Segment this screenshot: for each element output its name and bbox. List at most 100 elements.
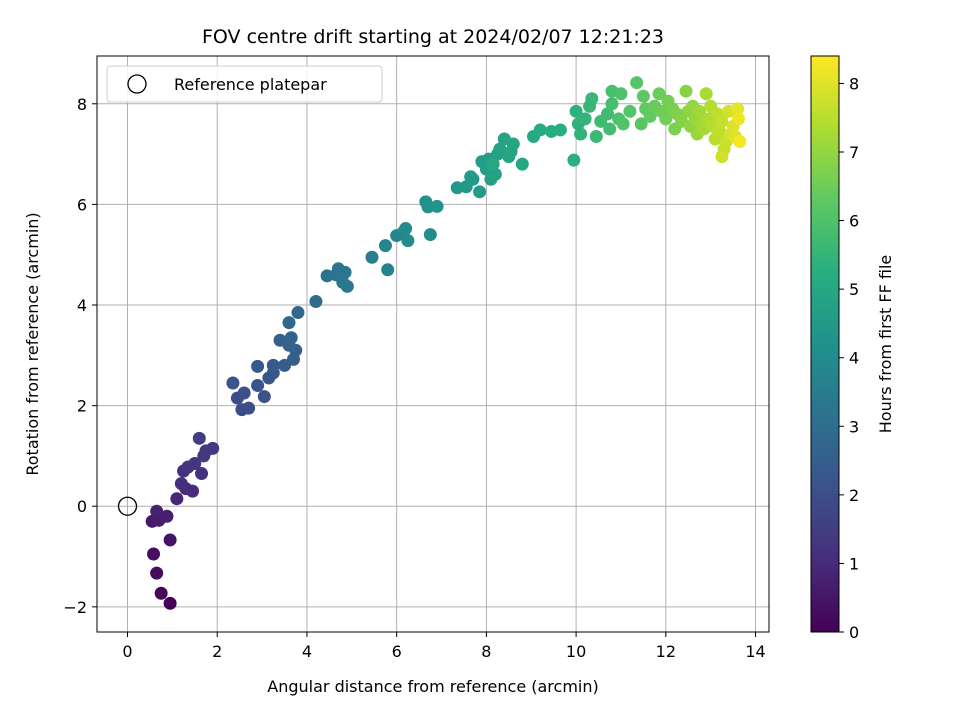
colorbar-tick-label: 0 bbox=[849, 623, 859, 642]
colorbar-tick-label: 2 bbox=[849, 486, 859, 505]
x-tick-label: 6 bbox=[392, 642, 402, 661]
data-point bbox=[464, 170, 478, 184]
x-tick-label: 2 bbox=[212, 642, 222, 661]
y-tick-label: 4 bbox=[77, 296, 87, 315]
data-point bbox=[533, 123, 547, 137]
data-point bbox=[257, 390, 271, 404]
data-point bbox=[614, 87, 628, 101]
x-tick-label: 10 bbox=[566, 642, 586, 661]
data-point bbox=[731, 112, 745, 126]
colorbar-tick-label: 3 bbox=[849, 417, 859, 436]
data-point bbox=[715, 150, 729, 164]
data-point bbox=[733, 135, 747, 149]
data-point bbox=[284, 331, 298, 345]
x-tick-label: 4 bbox=[302, 642, 312, 661]
y-tick-label: 8 bbox=[77, 95, 87, 114]
data-point bbox=[699, 87, 713, 101]
data-point bbox=[515, 157, 529, 171]
data-point bbox=[174, 477, 188, 491]
data-point bbox=[399, 222, 413, 236]
data-point bbox=[504, 145, 518, 159]
data-point bbox=[170, 492, 184, 506]
data-point bbox=[163, 596, 177, 610]
data-point bbox=[365, 250, 379, 264]
colorbar-gradient bbox=[810, 55, 840, 633]
colorbar-tick-label: 6 bbox=[849, 212, 859, 231]
data-point bbox=[589, 129, 603, 143]
y-axis-label: Rotation from reference (arcmin) bbox=[23, 212, 42, 475]
data-point bbox=[488, 167, 502, 181]
y-tick-label: 2 bbox=[77, 397, 87, 416]
plot-frame bbox=[96, 55, 770, 633]
colorbar: 0 1 2 3 4 5 6 7 8 Hours from first FF file bbox=[810, 55, 895, 642]
data-point bbox=[567, 153, 581, 167]
x-tick-label: 14 bbox=[745, 642, 765, 661]
y-tick-label: 6 bbox=[77, 195, 87, 214]
chart-title: FOV centre drift starting at 2024/02/07 … bbox=[202, 26, 664, 48]
data-point bbox=[150, 504, 164, 518]
data-point bbox=[636, 89, 650, 103]
colorbar-label: Hours from first FF file bbox=[876, 255, 895, 434]
data-point bbox=[291, 306, 305, 320]
data-point bbox=[282, 316, 296, 330]
data-point bbox=[652, 87, 666, 101]
data-point bbox=[188, 456, 202, 470]
colorbar-tick-label: 4 bbox=[849, 349, 859, 368]
data-point bbox=[731, 102, 745, 116]
colorbar-tick-label: 8 bbox=[849, 74, 859, 93]
data-point bbox=[206, 441, 220, 455]
y-tick-label: −2 bbox=[63, 598, 87, 617]
data-point bbox=[473, 185, 487, 199]
legend-box bbox=[106, 65, 383, 103]
colorbar-tick-label: 5 bbox=[849, 280, 859, 299]
x-axis-ticks: 0 2 4 6 8 10 12 14 bbox=[122, 632, 766, 661]
data-point bbox=[150, 566, 164, 580]
data-point bbox=[423, 228, 437, 242]
data-point bbox=[692, 104, 706, 118]
data-point bbox=[623, 104, 637, 118]
data-point bbox=[237, 386, 251, 400]
data-point bbox=[242, 401, 256, 415]
data-point bbox=[601, 107, 615, 121]
x-tick-label: 12 bbox=[656, 642, 676, 661]
data-point bbox=[251, 379, 265, 393]
data-point bbox=[715, 114, 729, 128]
data-point bbox=[585, 92, 599, 106]
y-tick-label: 0 bbox=[77, 497, 87, 516]
data-point bbox=[160, 509, 174, 523]
x-tick-label: 0 bbox=[122, 642, 132, 661]
data-point bbox=[713, 124, 727, 138]
data-point bbox=[192, 431, 206, 445]
data-point bbox=[186, 484, 200, 498]
data-point bbox=[163, 533, 177, 547]
data-point bbox=[659, 112, 673, 126]
data-point bbox=[578, 112, 592, 126]
data-point bbox=[381, 263, 395, 277]
data-point bbox=[634, 117, 648, 131]
data-point bbox=[251, 359, 265, 373]
data-point bbox=[643, 109, 657, 123]
data-point bbox=[679, 84, 693, 98]
y-axis-ticks: −2 0 2 4 6 8 bbox=[63, 95, 97, 617]
data-point bbox=[574, 127, 588, 141]
data-point bbox=[195, 467, 209, 481]
data-point bbox=[430, 199, 444, 213]
data-point bbox=[401, 234, 415, 248]
data-point bbox=[154, 586, 168, 600]
data-point bbox=[553, 123, 567, 137]
colorbar-tick-label: 7 bbox=[849, 143, 859, 162]
data-point bbox=[486, 157, 500, 171]
plot-area bbox=[97, 56, 769, 632]
data-point bbox=[616, 117, 630, 131]
data-point bbox=[493, 142, 507, 156]
colorbar-tick-label: 1 bbox=[849, 554, 859, 573]
data-point bbox=[630, 76, 644, 90]
legend-open-circle-icon bbox=[127, 74, 147, 94]
x-axis-label: Angular distance from reference (arcmin) bbox=[267, 677, 598, 696]
legend-entry-label: Reference platepar bbox=[174, 75, 327, 94]
data-points bbox=[145, 76, 747, 610]
data-point bbox=[338, 265, 352, 279]
data-point bbox=[309, 294, 323, 308]
legend: Reference platepar bbox=[106, 65, 383, 103]
